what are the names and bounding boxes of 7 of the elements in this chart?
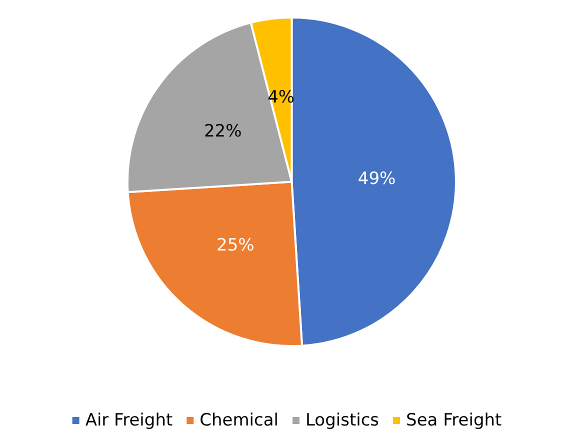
legend-label: Air Freight (85, 410, 173, 430)
data-label: 25% (216, 236, 254, 256)
legend-label: Chemical (200, 410, 279, 430)
legend-label: Sea Freight (406, 410, 502, 430)
legend-label: Logistics (306, 410, 380, 430)
data-label: 22% (204, 122, 242, 142)
data-label: 49% (358, 169, 396, 190)
